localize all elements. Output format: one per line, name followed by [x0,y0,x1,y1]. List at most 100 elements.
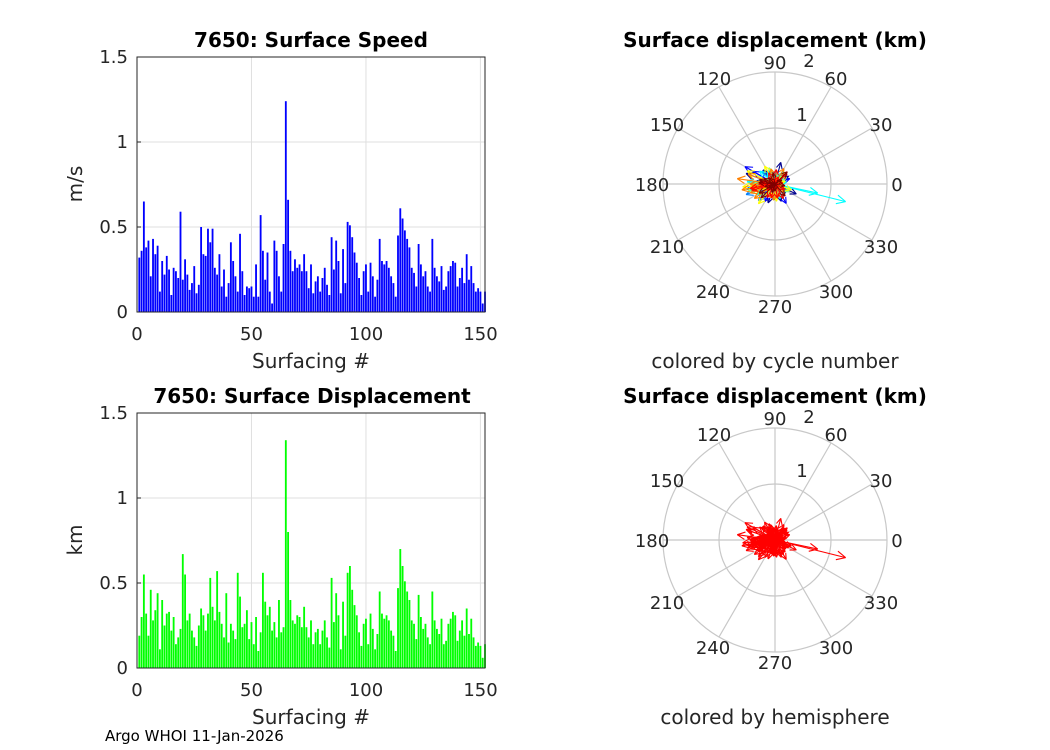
polar-cycle-rtick-2: 2 [803,51,814,72]
speed-bar-96 [355,262,358,312]
speed-bar-98 [360,295,363,312]
displacement-bar-149 [477,642,480,668]
displacement-bar-97 [358,632,360,668]
speed-bar-88 [337,261,340,312]
speed-bar-151 [481,303,484,312]
displacement-bar-136 [447,623,450,668]
displacement-bar-29 [202,615,205,668]
speed-bar-119 [408,247,411,312]
speed-bar-9 [156,245,159,312]
speed-bar-124 [419,264,422,312]
displacement-bar-73 [303,606,306,668]
displacement-bar-44 [236,572,239,668]
speed-xtick-50: 50 [240,324,263,345]
speed-bar-107 [381,261,383,312]
speed-bar-73 [303,254,306,312]
displacement-bar-53 [257,651,260,668]
displacement-bar-12 [163,625,166,668]
displacement-bar-4 [145,613,148,668]
displacement-bar-11 [161,600,164,668]
speed-bar-6 [149,276,152,312]
polar-hemisphere-arrow-144 [760,539,776,555]
speed-bar-34 [213,267,216,312]
displacement-bar-120 [410,620,413,668]
speed-bar-21 [184,259,186,312]
polar-hemisphere-angle-240: 240 [696,638,730,659]
displacement-bar-80 [319,644,322,668]
speed-bar-104 [374,296,377,312]
speed-bar-86 [332,269,335,312]
displacement-xtick-150: 150 [463,680,497,701]
speed-bar-92 [346,221,349,312]
displacement-bar-93 [349,566,351,668]
polar-cycle-angle-150: 150 [650,115,684,136]
displacement-bar-119 [408,600,411,668]
displacement-bar-139 [454,615,457,668]
polar-hemisphere-angle-0: 0 [891,531,902,552]
speed-bar-41 [229,242,232,312]
displacement-bar-35 [216,571,219,668]
polar-cycle-arrow-139 [774,171,788,185]
displacement-bar-122 [415,639,418,668]
displacement-bar-26 [195,645,198,668]
speed-bar-33 [211,228,214,312]
displacement-bar-14 [168,611,170,668]
speed-bar-50 [250,286,253,312]
speed-bar-42 [232,261,235,312]
polar-plot-hemisphere: Surface displacement (km) colored by hem… [623,384,927,729]
displacement-bar-32 [209,577,212,668]
displacement-bar-6 [149,589,152,668]
displacement-bar-143 [463,635,466,668]
speed-bar-24 [191,283,193,312]
displacement-bar-77 [312,644,315,668]
displacement-bar-91 [344,635,347,668]
displacement-bar-110 [387,620,390,668]
displacement-bar-116 [401,566,404,668]
speed-bar-69 [294,259,296,312]
displacement-bar-141 [458,630,461,668]
displacement-bar-127 [426,637,429,668]
displacement-bar-98 [360,645,363,668]
displacement-bar-10 [158,649,161,668]
speed-bar-30 [204,255,207,312]
displacement-bar-140 [456,640,459,668]
speed-bar-138 [452,261,454,312]
speed-bar-61 [275,250,278,312]
speed-axes-box [136,56,486,313]
displacement-bar-107 [381,613,383,668]
displacement-bar-145 [468,634,470,668]
speed-bar-20 [181,279,184,312]
displacement-bar-85 [330,577,333,668]
speed-bar-149 [477,288,480,312]
displacement-bar-24 [191,630,193,668]
speed-bar-115 [399,208,402,312]
speed-bar-67 [289,250,292,312]
speed-bar-126 [424,271,427,312]
polar-cycle-caption: colored by cycle number [651,349,899,373]
speed-bar-65 [284,101,287,312]
speed-bar-72 [300,271,303,312]
speed-bar-117 [403,230,406,312]
speed-bar-54 [259,215,262,312]
speed-bar-144 [465,254,468,312]
displacement-bar-111 [390,630,393,668]
speed-bar-105 [376,279,379,312]
polar-cycle-angle-330: 330 [864,237,898,258]
displacement-ytick-1.5: 1.5 [99,403,128,424]
displacement-bar-58 [268,606,271,668]
speed-bar-8 [154,254,157,312]
displacement-bar-134 [442,644,445,668]
polar-cycle-rtick-1: 1 [796,105,807,126]
displacement-bar-104 [374,649,377,668]
speed-bar-75 [307,288,310,312]
speed-bar-145 [468,279,470,312]
speed-bar-141 [458,278,461,312]
displacement-bar-105 [376,634,379,668]
displacement-bar-34 [213,620,216,668]
speed-bar-147 [472,283,475,312]
speed-bar-17 [175,271,177,312]
displacement-bar-101 [367,644,370,668]
speed-bar-133 [440,266,443,312]
displacement-bar-129 [431,591,434,668]
displacement-y-axis-label: km [63,524,87,555]
